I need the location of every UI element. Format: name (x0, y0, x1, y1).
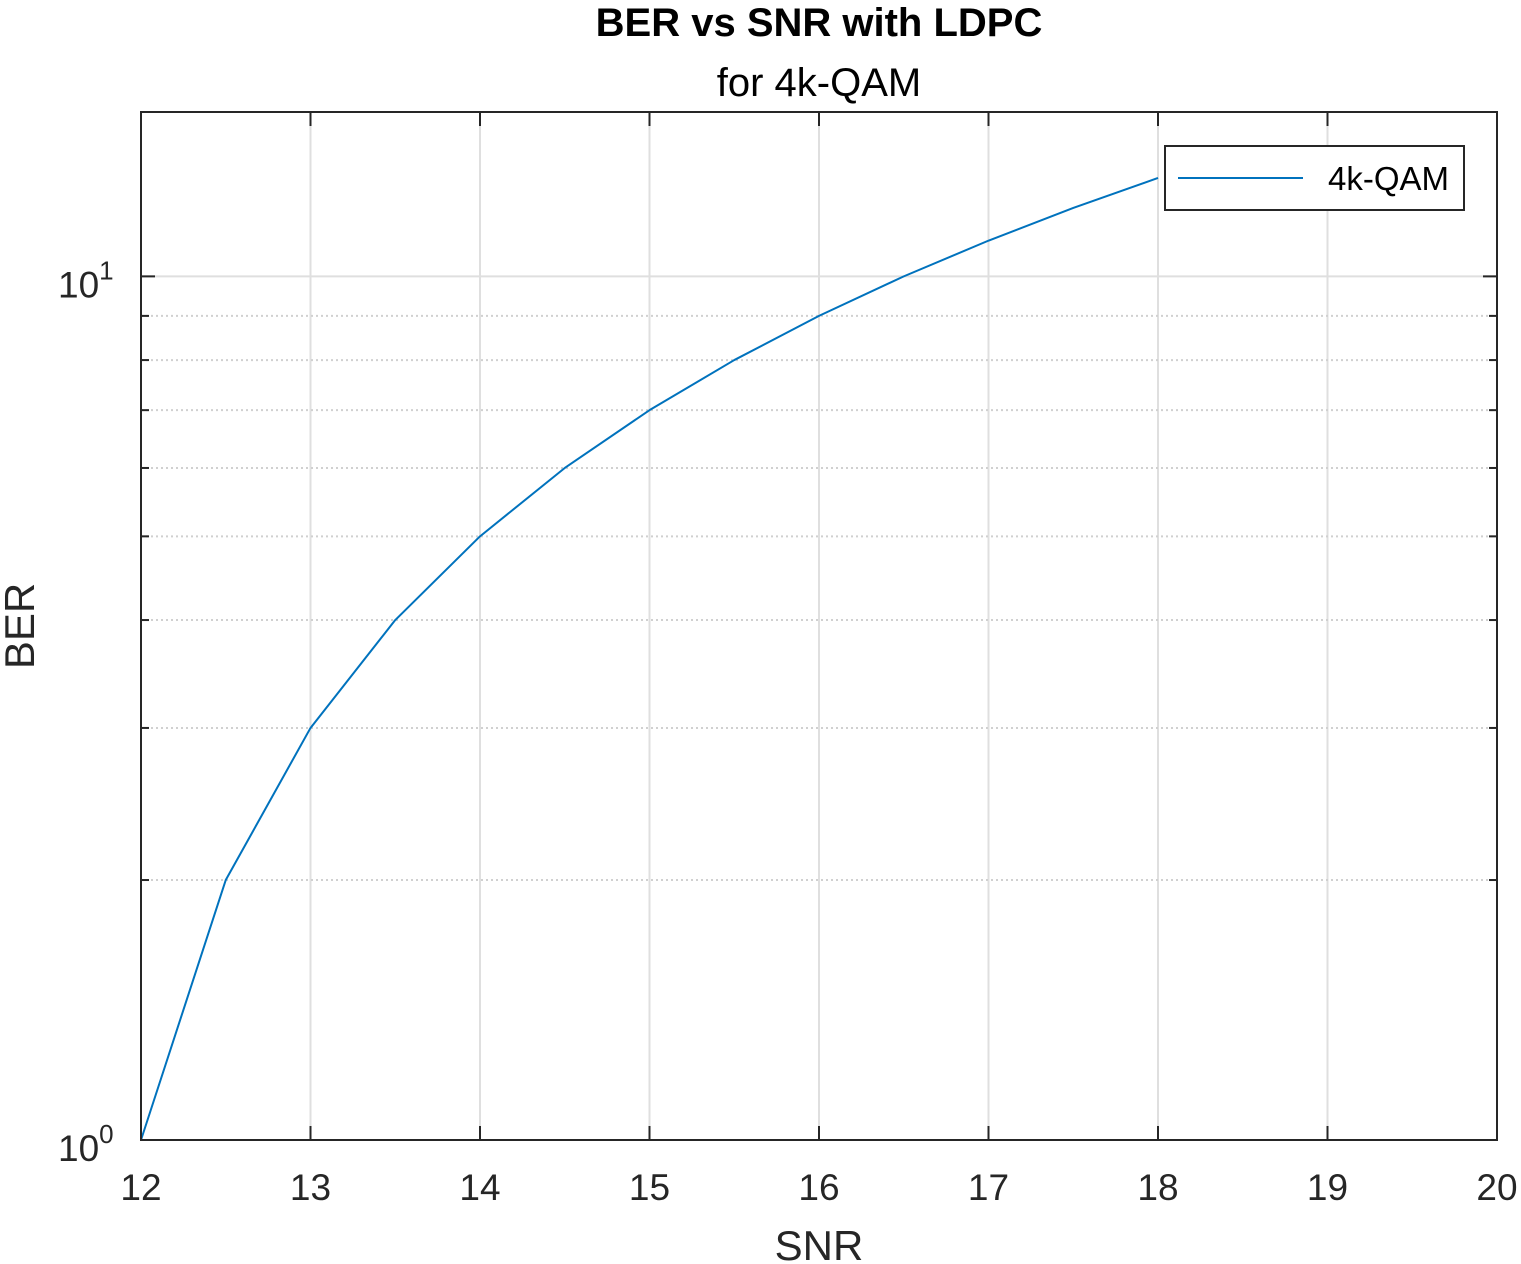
y-minor-gridlines (141, 314, 1497, 882)
x-tick-label: 13 (290, 1167, 331, 1208)
x-gridlines (309, 112, 1329, 1140)
y-axis-label: BER (0, 583, 43, 669)
x-tick-label: 17 (968, 1167, 1009, 1208)
y-tick-label: 101 (58, 255, 114, 305)
x-tick-label: 19 (1307, 1167, 1348, 1208)
series-layer (140, 177, 1159, 1141)
x-tick-label: 12 (120, 1167, 161, 1208)
x-tick-label: 15 (629, 1167, 670, 1208)
x-tick-label: 20 (1476, 1167, 1517, 1208)
chart-title: BER vs SNR with LDPC (596, 1, 1043, 45)
x-tick-label: 16 (798, 1167, 839, 1208)
y-tick-label: 100 (58, 1119, 114, 1169)
x-axis-label: SNR (775, 1222, 864, 1264)
legend-label: 4k-QAM (1328, 160, 1449, 197)
x-tick-label: 18 (1137, 1167, 1178, 1208)
y-tick-labels: 100 101 (58, 255, 114, 1169)
x-tick-labels: 12 13 14 15 16 17 18 19 20 (120, 1167, 1517, 1208)
axes-box (140, 111, 1498, 1141)
x-tick-label: 14 (459, 1167, 500, 1208)
chart-subtitle: for 4k-QAM (717, 61, 921, 105)
legend: 4k-QAM (1164, 145, 1465, 211)
